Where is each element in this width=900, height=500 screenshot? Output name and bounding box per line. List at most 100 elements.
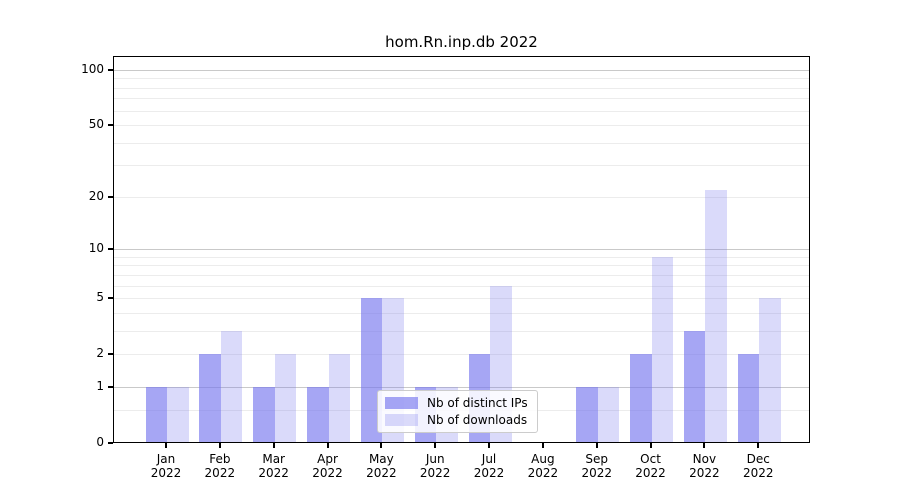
legend: Nb of distinct IPs Nb of downloads — [377, 390, 538, 433]
x-tick-month: Aug — [531, 452, 555, 466]
x-tick-month: Jan — [156, 452, 176, 466]
legend-item: Nb of distinct IPs — [385, 396, 528, 410]
minor-gridline — [114, 265, 809, 267]
x-tick-mark — [488, 443, 491, 448]
major-gridline — [114, 386, 809, 388]
x-tick-year: 2022 — [366, 466, 397, 480]
bar-nb-of-distinct-ips-feb — [199, 354, 221, 442]
bar-nb-of-distinct-ips-dec — [737, 354, 760, 442]
x-tick-year: 2022 — [689, 466, 720, 480]
y-tick-mark — [108, 297, 113, 300]
x-tick-year: 2022 — [742, 466, 774, 480]
x-tick-label: May 2022 — [353, 452, 409, 480]
minor-gridline — [114, 110, 809, 112]
minor-gridline — [114, 78, 809, 80]
bar-nb-of-downloads-jan — [167, 386, 189, 442]
x-tick-year: 2022 — [150, 466, 182, 480]
x-tick-month: Dec — [746, 452, 770, 466]
x-tick-year: 2022 — [419, 466, 451, 480]
y-tick-mark — [108, 69, 113, 71]
bar-nb-of-downloads-feb — [220, 330, 243, 442]
y-tick-label: 20 — [88, 188, 104, 203]
bar-nb-of-downloads-oct — [651, 256, 674, 442]
x-tick-label: Aug 2022 — [515, 452, 571, 480]
x-tick-label: Feb 2022 — [192, 452, 248, 480]
x-tick-month: May — [368, 452, 394, 466]
x-tick-month: Nov — [692, 452, 717, 466]
x-tick-year: 2022 — [473, 466, 505, 480]
x-tick-mark — [380, 443, 383, 448]
x-tick-year: 2022 — [204, 466, 236, 480]
x-tick-year: 2022 — [527, 466, 559, 480]
x-tick-mark — [757, 443, 760, 448]
x-tick-mark — [595, 443, 598, 448]
bar-nb-of-downloads-nov — [705, 189, 727, 442]
legend-item: Nb of downloads — [385, 413, 528, 427]
x-tick-month: Mar — [262, 452, 285, 466]
x-tick-label: Sep 2022 — [569, 452, 625, 480]
minor-gridline — [114, 312, 809, 314]
x-tick-year: 2022 — [635, 466, 666, 480]
legend-swatch — [385, 397, 418, 409]
bar-nb-of-distinct-ips-apr — [307, 386, 329, 442]
minor-gridline — [114, 87, 809, 89]
y-tick-label: 10 — [88, 241, 104, 256]
minor-gridline — [114, 330, 809, 332]
y-tick-label: 100 — [81, 62, 104, 76]
x-tick-month: Feb — [209, 452, 231, 466]
minor-gridline — [114, 298, 809, 300]
x-tick-month: Sep — [585, 452, 609, 466]
bar-nb-of-distinct-ips-nov — [683, 330, 706, 442]
x-tick-label: Nov 2022 — [676, 452, 732, 480]
bar-nb-of-distinct-ips-jan — [145, 386, 167, 442]
x-tick-month: Apr — [317, 452, 338, 466]
minor-gridline — [114, 354, 809, 356]
major-gridline — [114, 70, 809, 71]
bar-nb-of-downloads-apr — [328, 354, 351, 442]
minor-gridline — [114, 274, 809, 276]
y-tick-mark — [108, 385, 113, 388]
x-tick-label: Apr 2022 — [300, 452, 356, 480]
x-tick-month: Jun — [425, 452, 445, 466]
y-tick-label: 0 — [96, 435, 104, 449]
x-tick-label: Mar 2022 — [246, 452, 302, 480]
y-tick-mark — [108, 195, 113, 198]
y-tick-label: 5 — [96, 290, 104, 305]
x-tick-label: Dec 2022 — [730, 452, 786, 480]
bar-nb-of-distinct-ips-oct — [630, 354, 652, 442]
x-tick-mark — [541, 443, 544, 448]
major-gridline — [114, 249, 809, 251]
minor-gridline — [114, 256, 809, 258]
chart-title: hom.Rn.inp.db 2022 — [385, 33, 538, 51]
x-tick-year: 2022 — [581, 466, 612, 480]
x-tick-label: Jun 2022 — [407, 452, 463, 480]
x-tick-label: Jul 2022 — [461, 452, 517, 480]
y-tick-mark — [108, 124, 113, 127]
x-tick-year: 2022 — [312, 466, 343, 480]
x-tick-label: Oct 2022 — [623, 452, 679, 480]
x-tick-year: 2022 — [258, 466, 289, 480]
y-tick-mark — [108, 248, 113, 251]
minor-gridline — [114, 98, 809, 100]
x-tick-month: Oct — [640, 452, 661, 466]
y-tick-label: 50 — [88, 117, 104, 132]
bar-nb-of-distinct-ips-mar — [253, 386, 275, 442]
bar-nb-of-distinct-ips-sep — [576, 386, 598, 442]
x-tick-mark — [649, 443, 652, 448]
y-tick-label: 1 — [96, 378, 104, 393]
legend-label: Nb of distinct IPs — [427, 396, 528, 410]
x-tick-mark — [326, 443, 329, 448]
bar-nb-of-distinct-ips-may — [360, 298, 383, 442]
x-tick-mark — [434, 443, 437, 448]
x-tick-mark — [218, 443, 221, 448]
y-tick-label: 2 — [96, 346, 104, 361]
x-tick-mark — [165, 443, 167, 448]
x-tick-label: Jan 2022 — [138, 452, 194, 480]
x-tick-month: Jul — [481, 452, 497, 466]
minor-gridline — [114, 125, 809, 127]
bar-nb-of-downloads-sep — [597, 386, 620, 442]
legend-label: Nb of downloads — [427, 413, 528, 427]
bar-nb-of-downloads-mar — [274, 354, 297, 442]
x-tick-mark — [272, 443, 275, 448]
